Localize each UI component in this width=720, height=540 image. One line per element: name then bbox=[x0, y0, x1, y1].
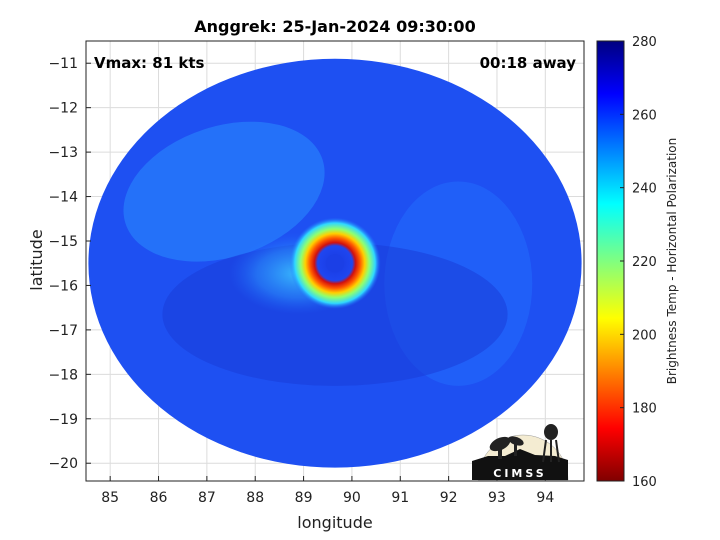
colorbar-tick-label: 240 bbox=[632, 182, 657, 197]
cimss-logo-text: CIMSS bbox=[493, 467, 546, 480]
y-tick-label: −14 bbox=[48, 190, 78, 206]
x-axis-label: longitude bbox=[297, 513, 372, 532]
colorbar-tick-label: 280 bbox=[632, 35, 657, 50]
colorbar-label: Brightness Temp - Horizontal Polarizatio… bbox=[665, 138, 679, 385]
x-tick-label: 89 bbox=[295, 490, 313, 506]
x-tick-label: 87 bbox=[198, 490, 216, 506]
y-tick-label: −15 bbox=[48, 234, 78, 250]
x-tick-label: 86 bbox=[150, 490, 168, 506]
colorbar-tick-label: 220 bbox=[632, 255, 657, 270]
x-tick-label: 90 bbox=[343, 490, 361, 506]
colorbar-tick-label: 180 bbox=[632, 402, 657, 417]
y-tick-label: −19 bbox=[48, 412, 78, 428]
y-tick-label: −17 bbox=[48, 323, 78, 339]
y-tick-label: −13 bbox=[48, 145, 78, 161]
chart-title: Anggrek: 25-Jan-2024 09:30:00 bbox=[194, 17, 475, 36]
outer-rainband bbox=[123, 121, 325, 262]
x-tick-label: 92 bbox=[440, 490, 458, 506]
swath-layer bbox=[88, 58, 582, 468]
vmax-annotation: Vmax: 81 kts bbox=[94, 54, 204, 72]
x-tick-label: 93 bbox=[488, 490, 506, 506]
colorbar-tick-label: 200 bbox=[632, 328, 657, 343]
plot-area bbox=[85, 40, 585, 482]
axes-frame bbox=[85, 40, 585, 482]
y-axis-ticks: −11 −12 −13 −14 −15 −16 −17 −18 −19 −20 bbox=[48, 56, 91, 472]
colorbar-tick-label: 260 bbox=[632, 108, 657, 123]
colorbar-gradient bbox=[596, 40, 625, 482]
y-tick-label: −11 bbox=[48, 56, 78, 72]
y-tick-label: −20 bbox=[48, 456, 78, 472]
x-tick-label: 88 bbox=[246, 490, 264, 506]
colorbar-tick-label: 160 bbox=[632, 475, 657, 490]
x-tick-label: 91 bbox=[391, 490, 409, 506]
time-away-annotation: 00:18 away bbox=[480, 54, 577, 72]
y-tick-label: −16 bbox=[48, 278, 78, 294]
colorbar-ticks: 280 260 240 220 200 180 160 bbox=[620, 35, 657, 490]
x-axis-ticks: 85 86 87 88 89 90 91 92 93 94 bbox=[101, 476, 554, 506]
x-tick-label: 94 bbox=[536, 490, 554, 506]
x-tick-label: 85 bbox=[101, 490, 119, 506]
colorbar: 280 260 240 220 200 180 160 Brightness Temp - … bbox=[596, 35, 679, 490]
cimss-logo: CIMSS bbox=[472, 424, 569, 481]
eye bbox=[325, 254, 345, 273]
y-axis-label: latitude bbox=[27, 229, 46, 290]
y-tick-label: −12 bbox=[48, 101, 78, 117]
y-tick-label: −18 bbox=[48, 367, 78, 383]
